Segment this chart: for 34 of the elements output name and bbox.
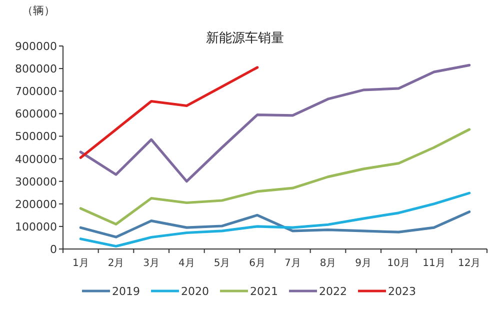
chart-title: 新能源车销量 xyxy=(206,30,284,45)
x-tick-label: 7月 xyxy=(284,258,301,269)
line-series xyxy=(79,210,471,238)
x-tick-label: 2月 xyxy=(108,258,124,269)
y-tick-label: 800000 xyxy=(15,62,57,76)
y-tick-label: 100000 xyxy=(15,220,57,234)
x-tick-label: 11月 xyxy=(422,258,446,269)
x-tick-label: 10月 xyxy=(387,258,410,269)
x-tick-label: 5月 xyxy=(214,258,230,269)
y-tick-label: 700000 xyxy=(15,85,57,98)
y-tick-label: 600000 xyxy=(15,108,57,121)
x-tick-label: 6月 xyxy=(249,258,266,269)
y-tick-label: 500000 xyxy=(15,130,57,144)
y-tick-label: 0 xyxy=(50,243,57,256)
x-tick-label: 3月 xyxy=(143,258,160,269)
legend-label: 2019 xyxy=(112,285,140,298)
line-series xyxy=(79,64,471,183)
y-tick-label: 200000 xyxy=(15,198,57,211)
x-tick-label: 1月 xyxy=(72,258,89,269)
y-tick-label: 900000 xyxy=(15,40,57,53)
y-tick-label: 300000 xyxy=(15,175,57,188)
x-tick-label: 4月 xyxy=(178,258,195,269)
legend-label: 2021 xyxy=(250,285,278,298)
legend-label: 2023 xyxy=(388,285,416,298)
line-series xyxy=(79,192,471,248)
legend-label: 2022 xyxy=(319,285,347,298)
line-series xyxy=(79,66,259,159)
line-series xyxy=(79,128,471,226)
x-tick-label: 9月 xyxy=(355,258,372,269)
y-tick-label: 400000 xyxy=(15,152,57,166)
x-tick-label: 8月 xyxy=(320,258,336,269)
x-tick-label: 12月 xyxy=(458,258,481,269)
legend-label: 2020 xyxy=(181,285,209,298)
y-axis-title: （辆） xyxy=(22,4,55,17)
